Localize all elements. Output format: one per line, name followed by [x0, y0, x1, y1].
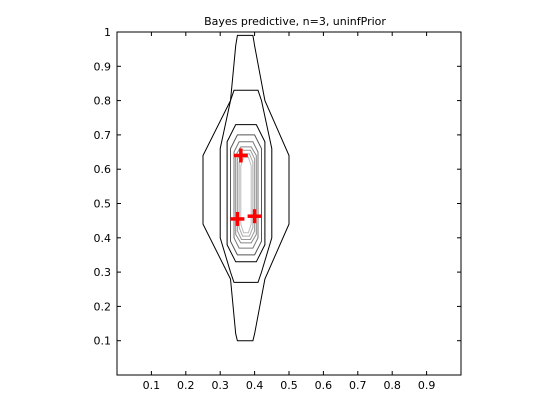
contour-line-7 — [236, 149, 256, 240]
x-tick-label: 0.2 — [177, 379, 195, 392]
data-markers — [230, 148, 262, 226]
y-tick-label: 1 — [104, 26, 111, 39]
contour-line-2 — [219, 89, 273, 283]
y-tick-label: 0.3 — [94, 266, 112, 279]
data-marker-2 — [230, 211, 245, 226]
contour-line-5 — [233, 141, 259, 249]
y-tick-label: 0.5 — [94, 198, 112, 211]
x-tick-label: 0.5 — [280, 379, 298, 392]
x-axis: 0.1 0.2 0.3 0.4 0.5 0.6 0.7 0.8 0.9 — [143, 32, 436, 392]
y-tick-label: 0.8 — [94, 95, 112, 108]
x-tick-label: 0.1 — [143, 379, 161, 392]
data-marker-3 — [247, 209, 262, 224]
x-tick-label: 0.7 — [349, 379, 367, 392]
contour-lines — [202, 34, 290, 342]
contour-line-8 — [238, 153, 254, 237]
data-marker-1 — [233, 148, 248, 163]
y-axis: 0.1 0.2 0.3 0.4 0.5 0.6 0.7 0.8 0.9 1 — [94, 26, 461, 348]
y-tick-label: 0.1 — [94, 335, 112, 348]
contour-line-9 — [240, 156, 252, 234]
contour-line-1 — [202, 34, 290, 342]
contour-line-4 — [230, 134, 262, 256]
x-tick-label: 0.8 — [383, 379, 401, 392]
chart-title: Bayes predictive, n=3, uninfPrior — [204, 15, 386, 28]
contour-line-3 — [226, 124, 266, 263]
x-tick-label: 0.6 — [315, 379, 333, 392]
y-tick-label: 0.9 — [94, 60, 112, 73]
y-tick-label: 0.7 — [94, 129, 112, 142]
x-tick-label: 0.4 — [246, 379, 264, 392]
y-tick-label: 0.4 — [94, 232, 112, 245]
x-tick-label: 0.3 — [211, 379, 229, 392]
x-tick-label: 0.9 — [418, 379, 436, 392]
contour-line-6 — [235, 146, 257, 244]
y-tick-label: 0.6 — [94, 163, 112, 176]
y-tick-label: 0.2 — [94, 300, 112, 313]
